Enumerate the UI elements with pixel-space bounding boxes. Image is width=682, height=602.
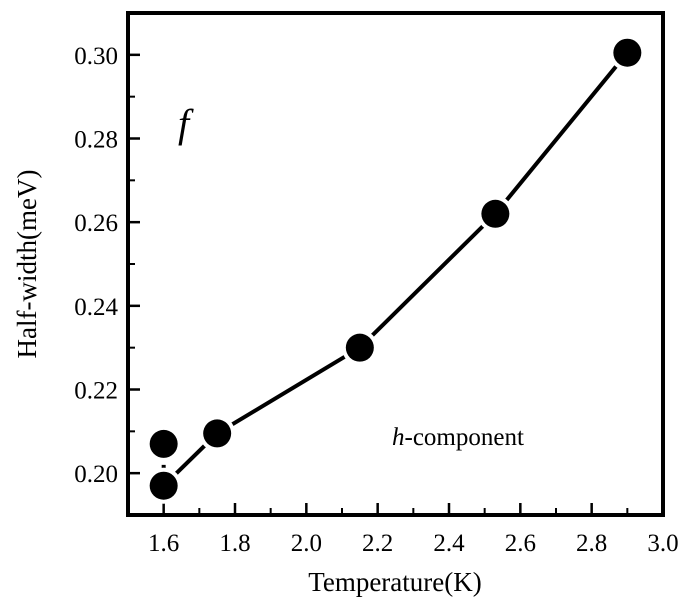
data-point — [203, 419, 232, 448]
data-point — [345, 333, 374, 362]
series-line — [162, 51, 629, 488]
ticks-layer: 1.6 1.8 2.0 2.2 2.4 2.6 2.8 3.0 0.20 0.22 0.24 0.26… — [74, 12, 679, 557]
y-axis-title: Half-width(meV) — [12, 170, 42, 359]
x-axis-title: Temperature(K) — [308, 567, 482, 597]
y-tick-label: 0.22 — [74, 378, 118, 405]
y-tick-label: 0.24 — [74, 294, 118, 321]
x-tick-label: 2.8 — [576, 530, 607, 557]
x-tick-label: 3.0 — [647, 530, 678, 557]
x-tick-label: 2.0 — [291, 530, 322, 557]
y-tick-label: 0.30 — [74, 43, 118, 70]
data-point — [481, 199, 510, 228]
data-point — [149, 429, 178, 458]
x-tick-label: 2.6 — [505, 530, 536, 557]
line-layer — [161, 51, 629, 488]
data-point — [613, 38, 642, 67]
annotation-text: -component — [405, 424, 524, 451]
y-tick-label: 0.20 — [74, 461, 118, 488]
y-tick-label: 0.28 — [74, 127, 118, 154]
data-point — [149, 471, 178, 500]
x-tick-label: 1.6 — [148, 530, 179, 557]
x-tick-label: 1.8 — [219, 530, 250, 557]
y-tick-label: 0.26 — [74, 210, 118, 237]
plot-frame — [126, 11, 665, 517]
annotation-italic: h — [392, 424, 405, 451]
points-layer — [145, 34, 646, 504]
x-tick-label: 2.2 — [362, 530, 393, 557]
annotation-h-component: h-component — [392, 424, 524, 451]
panel-letter: f — [178, 101, 194, 146]
x-tick-label: 2.4 — [433, 530, 465, 557]
